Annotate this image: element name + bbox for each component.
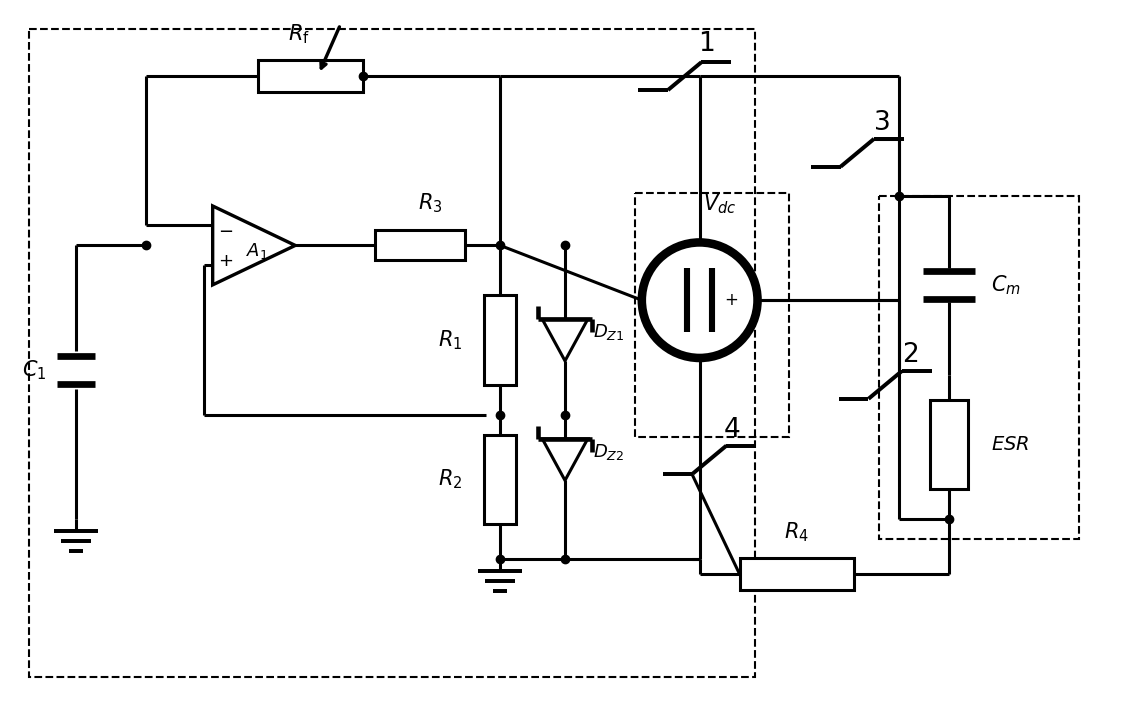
Polygon shape: [543, 319, 587, 361]
Text: 3: 3: [874, 110, 891, 136]
Text: $C_m$: $C_m$: [991, 274, 1021, 297]
Bar: [484, 296, 517, 385]
Bar: [376, 230, 465, 260]
Bar: [740, 558, 855, 590]
Text: $A_1$: $A_1$: [246, 241, 269, 261]
Bar: [30, 29, 754, 677]
Bar: [930, 400, 968, 489]
Bar: [635, 192, 790, 437]
Bar: [484, 435, 517, 524]
Text: 2: 2: [901, 342, 918, 368]
Bar: [258, 60, 363, 92]
Text: $D_{Z1}$: $D_{Z1}$: [593, 322, 625, 342]
Polygon shape: [543, 439, 587, 480]
Text: $R_1$: $R_1$: [438, 329, 462, 352]
Text: $+$: $+$: [218, 252, 233, 270]
Text: $ESR$: $ESR$: [991, 435, 1030, 454]
Text: $V_{dc}$: $V_{dc}$: [703, 193, 736, 216]
Text: $+$: $+$: [725, 291, 739, 309]
Text: $C_1$: $C_1$: [22, 358, 47, 382]
Text: 1: 1: [699, 31, 715, 58]
Bar: [880, 196, 1079, 539]
Text: $R_\mathrm{f}$: $R_\mathrm{f}$: [288, 22, 310, 46]
Text: $-$: $-$: [218, 220, 233, 239]
Text: 4: 4: [724, 417, 740, 443]
Text: $R_3$: $R_3$: [418, 192, 443, 216]
Text: $D_{Z2}$: $D_{Z2}$: [593, 442, 624, 462]
Text: $R_2$: $R_2$: [438, 468, 462, 491]
Text: $R_4$: $R_4$: [784, 520, 809, 544]
